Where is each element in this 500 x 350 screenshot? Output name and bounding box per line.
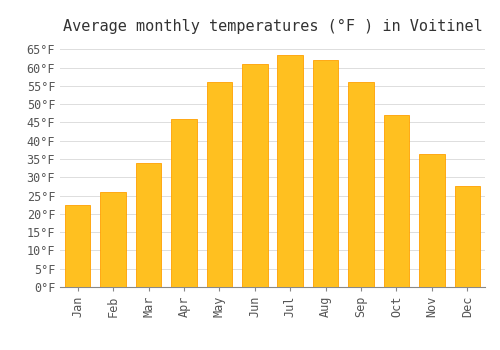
Bar [384, 115, 409, 287]
Bar [454, 187, 480, 287]
Bar [242, 64, 268, 287]
Bar [313, 60, 338, 287]
Bar [206, 82, 232, 287]
Bar [278, 55, 303, 287]
Bar [348, 82, 374, 287]
Bar [65, 205, 90, 287]
Bar [171, 119, 196, 287]
Title: Average monthly temperatures (°F ) in Voitinel: Average monthly temperatures (°F ) in Vo… [62, 19, 482, 34]
Bar [136, 163, 162, 287]
Bar [100, 192, 126, 287]
Bar [419, 154, 444, 287]
